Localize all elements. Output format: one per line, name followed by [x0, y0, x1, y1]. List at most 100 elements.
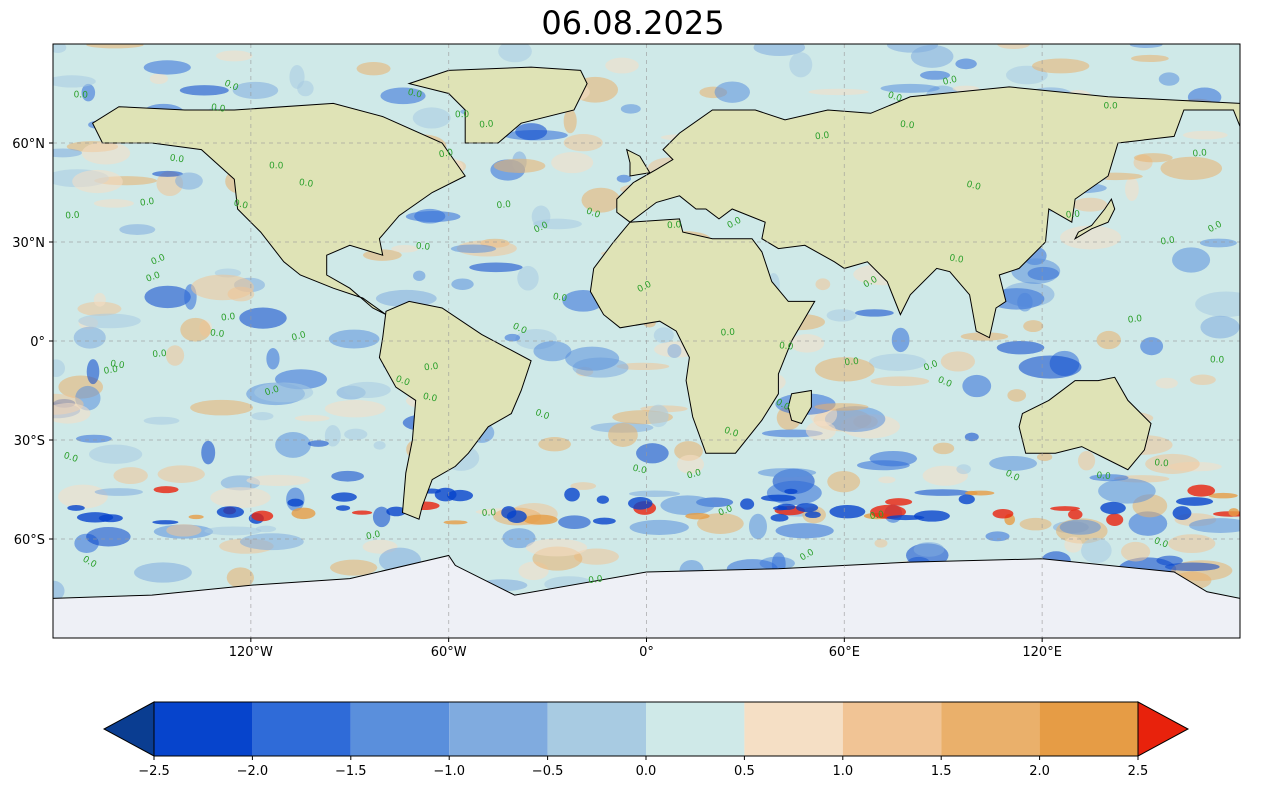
anomaly-blob	[1005, 65, 1048, 85]
anomaly-blob	[770, 514, 789, 522]
anomaly-blob	[789, 52, 813, 78]
anomaly-blob	[412, 107, 451, 129]
anomaly-blob	[144, 285, 191, 309]
anomaly-blob	[660, 495, 715, 516]
anomaly-blob	[291, 507, 316, 520]
colorbar-under-extension	[102, 701, 155, 757]
anomaly-blob	[76, 512, 114, 523]
anomaly-blob	[940, 351, 976, 372]
contour-label: 0.0	[1096, 471, 1111, 482]
anomaly-blob	[697, 513, 744, 534]
colorbar-segment	[252, 702, 351, 756]
anomaly-blob	[814, 357, 875, 382]
anomaly-blob	[956, 464, 972, 475]
colorbar: −2.5 −2.0 −1.5 −1.0 −0.5 0.0 0.5 1.0 1.5 2.0 2.5	[102, 701, 1190, 779]
anomaly-blob	[266, 348, 280, 370]
anomaly-blob	[386, 506, 407, 517]
anomaly-blob	[913, 542, 945, 557]
south-america-land	[378, 300, 532, 520]
anomaly-blob	[450, 244, 497, 253]
anomaly-blob	[451, 278, 474, 290]
anomaly-blob	[784, 488, 798, 495]
anomaly-blob	[874, 539, 888, 548]
latitude-tick-label: 0°	[30, 335, 45, 350]
anomaly-blob	[922, 465, 968, 486]
anomaly-blob	[565, 346, 620, 371]
anomaly-blob	[210, 487, 271, 509]
anomaly-blob	[204, 526, 262, 536]
anomaly-blob	[287, 498, 304, 507]
contour-label: 0.0	[869, 510, 885, 522]
anomaly-blob	[1106, 513, 1124, 527]
contour-label: 0.0	[1065, 209, 1080, 220]
anomaly-blob	[119, 224, 156, 235]
contour-labels: 0.0 0.0 0.0 0.0 0.0 0.0 0.0 0.0 0.0 0.0 0.0 0.0 0.0 0…	[62, 75, 1224, 587]
anomaly-blob	[53, 580, 65, 602]
colorbar-tick-label: 1.5	[931, 764, 952, 779]
gridlines	[53, 44, 1240, 638]
anomaly-blob	[868, 353, 927, 371]
anomaly-blob	[77, 301, 122, 316]
colorbar-segment	[449, 702, 548, 756]
longitude-tick-label: 120°W	[229, 645, 273, 660]
anomaly-blob	[1182, 130, 1228, 140]
longitude-tick-label: 60°W	[431, 645, 467, 660]
contour-label: 0.0	[1103, 102, 1118, 112]
longitude-tick-label: 60°E	[829, 645, 860, 660]
north-america-land	[91, 102, 466, 316]
anomaly-blob	[932, 442, 955, 455]
anomaly-blob	[246, 474, 310, 486]
anomaly-blob	[330, 559, 378, 576]
anomaly-blob	[1189, 518, 1240, 533]
anomaly-blob	[740, 498, 755, 510]
anomaly-blob	[886, 514, 925, 521]
anomaly-blob	[648, 404, 669, 428]
contour-label: 0.0	[1210, 355, 1225, 366]
anomaly-blob	[89, 444, 143, 464]
anomaly-blob	[78, 313, 141, 329]
contour-label: 0.0	[479, 119, 494, 130]
contour-label: 0.0	[103, 365, 119, 377]
colorbar-tick-label: −2.5	[138, 764, 170, 779]
anomaly-blob	[1059, 519, 1101, 535]
anomaly-blob	[789, 334, 825, 353]
anomaly-blob	[616, 362, 670, 371]
anomaly-blob	[405, 211, 461, 223]
anomaly-blob	[855, 309, 894, 317]
contour-label: 0.0	[899, 120, 915, 132]
anomaly-blob	[1121, 541, 1151, 562]
contour-label: 0.0	[109, 359, 125, 371]
anomaly-blob	[563, 109, 577, 134]
colorbar-segment	[842, 702, 942, 756]
anomaly-blob	[375, 289, 437, 308]
anomaly-blob	[1160, 156, 1223, 181]
anomaly-blob	[523, 514, 558, 525]
contour-label: 0.0	[482, 508, 497, 519]
anomaly-blob	[962, 374, 992, 398]
contour-label: 0.0	[152, 349, 167, 360]
anomaly-blob	[608, 422, 638, 447]
contour-label: 0.0	[667, 220, 682, 231]
colorbar-segment	[350, 702, 450, 756]
anomaly-blob	[1208, 492, 1238, 499]
anomaly-blob	[676, 454, 705, 474]
anomaly-blob	[356, 61, 391, 76]
anomaly-blob	[180, 317, 211, 342]
anomaly-blob	[1060, 225, 1122, 250]
contour-label: 0.0	[534, 408, 551, 422]
map-title: 06.08.2025	[541, 4, 725, 42]
contour-label: 0.0	[415, 241, 431, 252]
latitude-tick-label: 30°S	[14, 434, 45, 449]
anomaly-blob	[504, 333, 521, 342]
colorbar-over-extension	[1137, 701, 1190, 757]
anomaly-blob	[179, 85, 229, 96]
anomaly-blob	[826, 309, 857, 322]
anomaly-blob	[53, 403, 91, 424]
contour-label: 0.0	[438, 148, 454, 160]
anomaly-blob	[328, 329, 380, 349]
colorbar-segment	[941, 702, 1040, 756]
anomaly-blob	[628, 497, 653, 510]
colorbar-segment	[1039, 702, 1138, 756]
anomaly-blob	[1018, 355, 1082, 379]
anomaly-blob	[805, 421, 836, 441]
